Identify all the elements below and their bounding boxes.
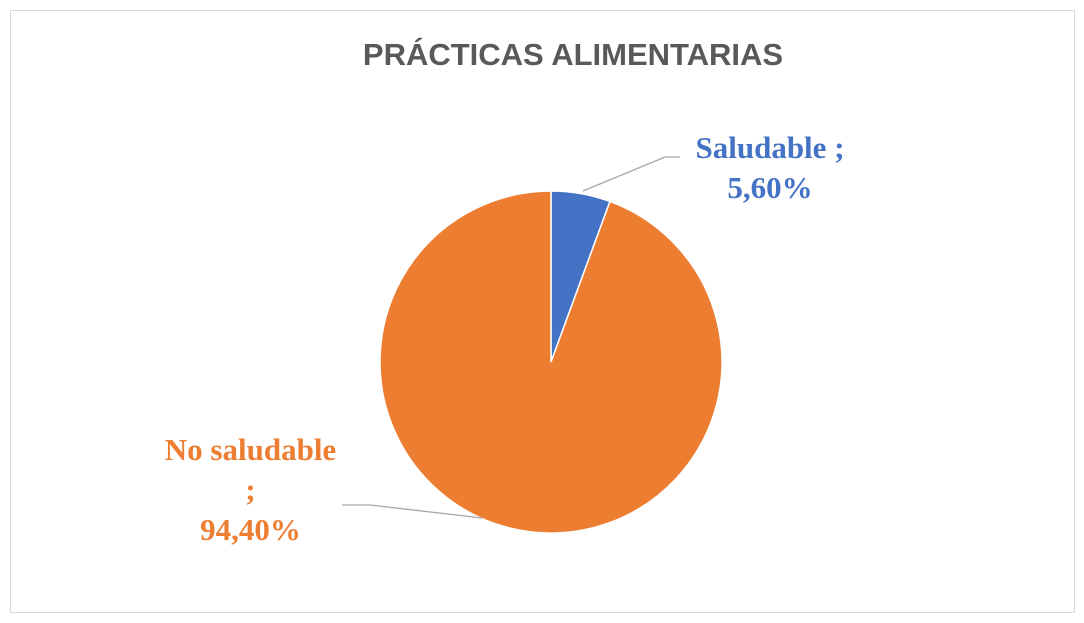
value-label: 5,60% bbox=[727, 170, 813, 205]
leader-line bbox=[582, 156, 680, 192]
data-label: Saludable ; 5,60% bbox=[660, 128, 880, 208]
chart-title: PRÁCTICAS ALIMENTARIAS bbox=[363, 37, 783, 72]
category-label: Saludable bbox=[695, 130, 827, 165]
pie-slice bbox=[379, 190, 723, 534]
leader-line bbox=[342, 504, 483, 519]
label-separator: ; bbox=[245, 472, 256, 507]
pie bbox=[379, 190, 723, 534]
data-label: No saludable ; 94,40% bbox=[163, 430, 338, 550]
value-label: 94,40% bbox=[200, 512, 301, 547]
label-separator: ; bbox=[834, 130, 845, 165]
category-label: No saludable bbox=[164, 432, 337, 467]
